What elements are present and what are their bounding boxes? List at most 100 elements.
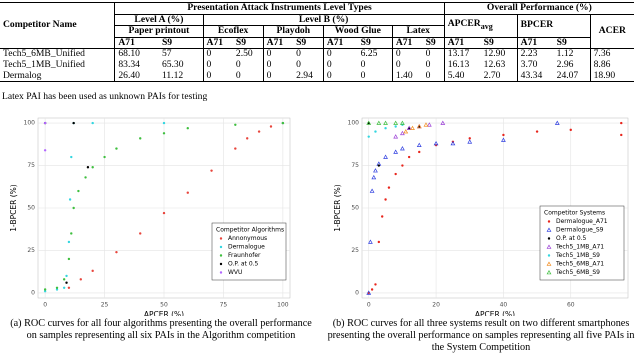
cell: 2.70 [480,70,518,83]
x-tick-label: 20 [432,302,440,309]
marker [394,172,397,176]
marker [72,121,75,125]
legend-label: Tech5_6MB_S9 [555,269,600,276]
cell: 3.70 [516,59,554,71]
marker [423,122,429,127]
cell: 0 [202,59,233,71]
pai-header: Ecoflex [202,26,264,38]
marker [234,147,237,150]
marker [103,155,106,159]
cell: 1.40 [391,70,423,83]
y-tick-label: 75 [27,162,35,169]
marker [546,269,552,275]
device-header: A71 [202,37,233,50]
y-tick-label: 100 [24,120,36,127]
device-header: A71 [391,37,423,50]
marker [84,176,87,179]
marker [219,245,223,249]
legend-box [211,222,287,281]
legend-label: Dermalogue [228,244,265,251]
marker [43,121,47,125]
marker [91,166,94,169]
x-tick-label: 100 [277,302,289,309]
header: Competitor Name [0,1,115,50]
cell: 2.50 [235,48,253,60]
cell: 2.96 [556,58,574,70]
cell: 0 [202,70,233,83]
legend-box [539,205,625,281]
marker [186,126,189,130]
marker [68,198,72,201]
marker [368,239,373,244]
marker [115,250,118,254]
cell: 7.36 [589,49,634,60]
device-header: S9 [480,37,518,50]
marker [210,169,213,172]
marker [374,283,377,286]
legend-label: Dermalogue_A71 [556,218,608,225]
marker [620,121,623,125]
marker [381,215,384,218]
table-row: Tech5_1MB_Unified 83.34 65.30 0 0 0 0 0 0 0 0 16.13… [0,58,634,71]
marker [269,125,273,128]
cell: 26.40 [114,70,159,83]
x-tick-label: 40 [500,302,508,309]
cell: 2.94 [293,70,324,83]
marker [383,154,388,159]
marker [246,137,249,140]
marker [546,244,552,249]
x-axis-label: APCER (%) [144,310,184,316]
marker [547,237,551,240]
marker [281,121,285,125]
x-axis-label: APCER (%) [475,310,515,316]
pai-header: Paper printout [114,26,204,38]
device-header: S9 [422,37,445,50]
marker [366,290,372,295]
marker [384,198,387,201]
cell: 0 [422,70,445,83]
cell: 0 [322,49,358,60]
marker [115,147,118,150]
marker [55,288,59,291]
legend-title: Competitor Algorithms [216,227,284,234]
cell: 65.30 [161,58,184,70]
marker [383,120,388,125]
marker [440,120,446,125]
cell: 0 [232,70,264,83]
marker [416,142,422,147]
device-header: S9 [158,37,204,50]
cell: 43.34 [516,70,554,83]
marker [569,128,572,132]
marker [67,257,71,261]
marker [384,126,387,130]
marker [410,125,415,130]
pai-header: Latex [391,26,445,38]
marker [43,149,47,152]
caption: (a) ROC curves for all four algorithms p… [10,318,312,341]
marker [450,140,456,146]
legend-label: Tech5_6MB_A71 [555,261,604,268]
cell: 0 [322,70,358,83]
marker [370,288,374,291]
cell: 0 [391,49,423,60]
cell: 11.12 [158,70,204,83]
marker [403,129,409,134]
y-tick-label: 100 [348,120,360,127]
marker [554,120,560,125]
marker [400,120,405,125]
x-tick-label: 50 [160,302,168,309]
marker [79,278,82,281]
marker [620,133,623,137]
marker [43,290,47,293]
cell: 0 [296,58,301,70]
marker [426,122,432,127]
marker [535,130,539,133]
cell: 13.17 [443,49,481,60]
marker [67,240,71,244]
cell: 5.40 [443,70,481,83]
cell: 0 [391,59,423,71]
cell: 6.25 [360,48,378,60]
legend-title: Competitor Systems [544,210,605,217]
marker [219,254,223,257]
x-tick-label: 25 [101,302,109,309]
